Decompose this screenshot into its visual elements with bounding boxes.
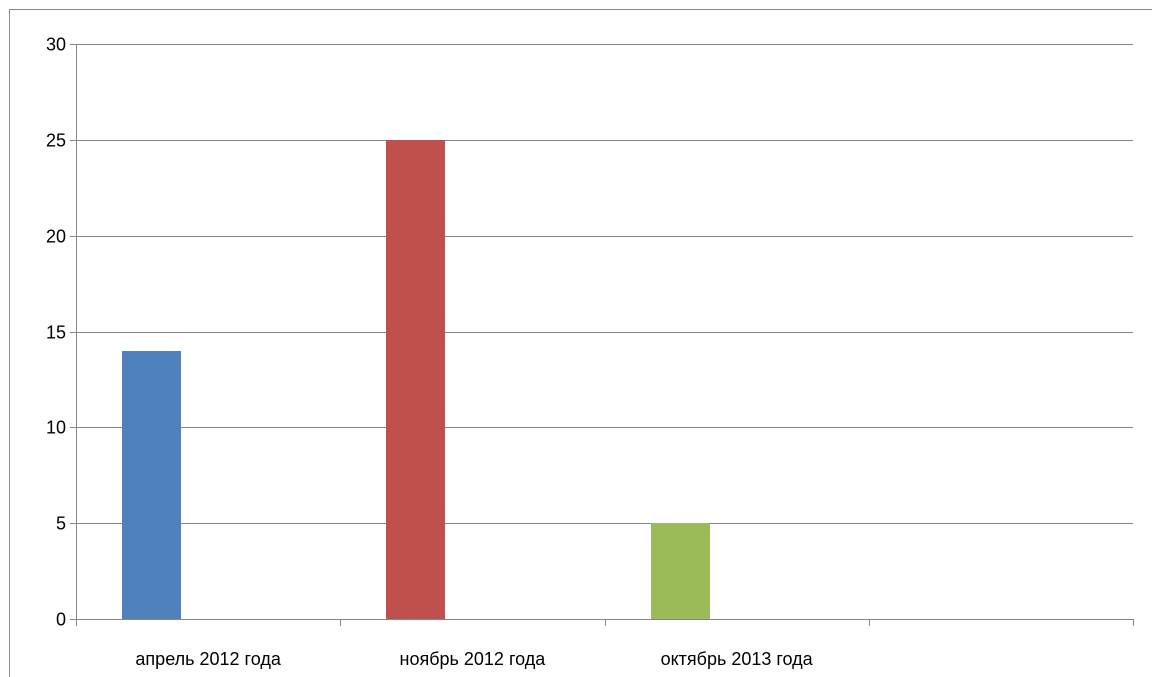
- y-tick-label: 20: [46, 227, 66, 247]
- y-tick-label: 30: [46, 35, 66, 55]
- x-tick-label: октябрь 2013 года: [661, 649, 814, 669]
- y-tick-label: 15: [46, 323, 66, 343]
- x-tick-label: апрель 2012 года: [135, 649, 281, 669]
- y-tick-label: 0: [56, 610, 66, 630]
- y-tick-label: 10: [46, 418, 66, 438]
- tick-labels: 0 5 10 15 20 25 30 апрель 2012 года ноябрь 2012 …: [46, 35, 814, 670]
- bar: [651, 523, 710, 619]
- gridlines: [76, 44, 1133, 524]
- bar: [122, 351, 181, 619]
- bar: [386, 140, 445, 619]
- axes: [70, 44, 1134, 626]
- y-tick-label: 25: [46, 131, 66, 151]
- x-tick-label: ноябрь 2012 года: [400, 649, 547, 669]
- chart-frame: [9, 9, 1152, 677]
- y-tick-label: 5: [56, 514, 66, 534]
- bars: [122, 140, 710, 619]
